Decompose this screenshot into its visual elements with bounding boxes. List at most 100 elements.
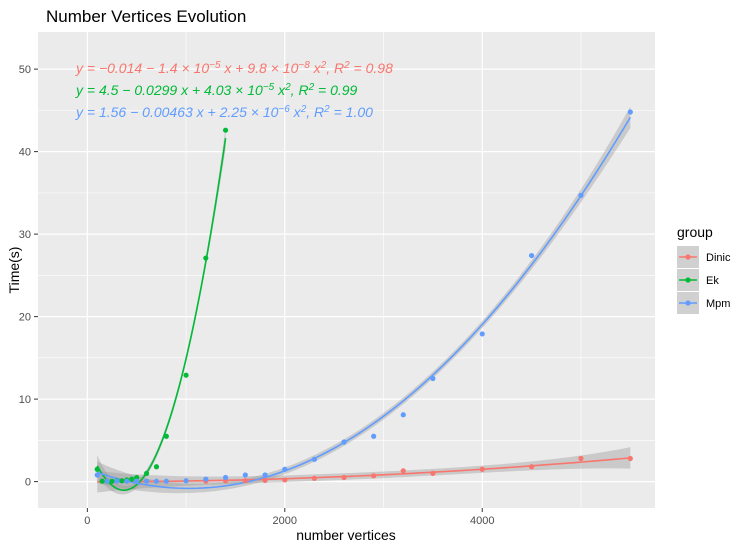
y-axis: 0 10 20 30 40 50 [19,64,38,489]
equation-text: x [310,60,322,76]
y-tick-label: 20 [19,312,31,324]
data-point-ek [222,127,229,133]
legend-point-dinic [685,254,691,260]
legend-label-mpm: Mpm [706,298,730,310]
legend: group Dinic Ek Mpm [677,224,731,314]
equation-text: y = 4.5 − 0.0299 x + 4.03 × 10 [75,82,263,98]
chart-title: Number Vertices Evolution [46,7,246,26]
data-point-dinic [341,474,347,481]
equation-mpm: y = 1.56 − 0.00463 x + 2.25 × 10−6 x2, R… [75,104,373,121]
equation-superscript: 2 [308,82,315,93]
data-point-mpm [163,478,169,484]
legend-point-ek [685,277,691,283]
data-point-ek [99,478,105,484]
plot-panel [38,32,655,508]
equation-superscript: 2 [300,104,307,115]
data-point-ek [143,470,150,476]
data-point-ek [183,372,189,378]
equation-text: x [274,82,286,98]
data-point-dinic [311,475,318,481]
equation-superscript: 2 [320,60,327,71]
data-point-mpm [134,478,140,484]
legend-label-dinic: Dinic [706,252,731,264]
data-point-ek [153,464,160,470]
confidence-ribbon-dinic [97,447,631,493]
equation-superscript: 2 [284,82,291,93]
data-point-ek [94,466,100,472]
x-tick-label: 4000 [470,515,494,527]
data-point-mpm [371,433,377,439]
fit-line-ek [96,138,227,492]
x-tick-label: 2000 [273,515,297,527]
fit-line-mpm [96,116,632,490]
data-point-dinic [479,466,485,472]
x-axis-title: number vertices [296,527,396,543]
y-tick-label: 10 [19,394,31,406]
data-point-dinic [242,478,248,484]
data-point-dinic [529,464,535,470]
data-point-dinic [282,477,288,483]
equation-text: = 0.98 [350,60,393,76]
data-point-ek [129,476,135,482]
data-points [94,109,633,484]
equation-text: , R [291,82,309,98]
legend-title: group [677,224,713,240]
equation-superscript: −8 [298,60,310,71]
data-point-ek [203,255,209,261]
data-point-dinic [262,477,268,483]
data-point-mpm [262,472,268,478]
y-tick-label: 40 [19,147,31,159]
equation-ek: y = 4.5 − 0.0299 x + 4.03 × 10−5 x2, R2 … [75,82,358,99]
x-axis: 0 2000 4000 [84,508,494,527]
y-axis-title: Time(s) [6,247,22,294]
legend-label-ek: Ek [706,275,719,287]
equation-superscript: −5 [209,60,221,71]
equation-text: x [290,104,302,120]
data-point-mpm [627,109,633,115]
data-point-mpm [203,476,209,482]
equation-text: y = −0.014 − 1.4 × 10 [75,60,209,76]
data-point-mpm [479,331,485,337]
data-point-dinic [400,468,406,474]
data-point-mpm [242,472,248,478]
equation-text: , R [306,104,324,120]
data-point-mpm [114,478,120,484]
grid-major [38,32,655,508]
data-point-mpm [578,192,584,198]
data-point-mpm [94,472,100,478]
data-point-mpm [183,478,189,484]
data-point-ek [119,478,125,484]
data-point-mpm [282,466,288,472]
equation-superscript: −5 [263,82,275,93]
y-tick-label: 50 [19,64,31,76]
data-point-ek [134,474,140,481]
y-tick-label: 0 [25,477,31,489]
equation-text: = 1.00 [330,104,373,120]
data-point-mpm [124,478,130,484]
data-point-mpm [529,252,535,259]
equation-superscript: 2 [343,60,350,71]
data-point-dinic [371,473,377,479]
data-point-mpm [311,456,318,462]
data-point-mpm [143,478,150,484]
grid-minor [38,32,655,508]
x-tick-label: 0 [84,515,90,527]
data-point-mpm [153,478,160,484]
data-point-mpm [341,439,347,445]
regression-equations: y = −0.014 − 1.4 × 10−5 x + 9.8 × 10−8 x… [75,60,393,121]
equation-text: = 0.99 [314,82,357,98]
confidence-ribbons [97,106,631,495]
data-point-mpm [400,412,406,418]
data-point-dinic [430,470,436,476]
y-tick-label: 30 [19,229,31,241]
data-point-ek [109,478,115,484]
data-point-mpm [430,375,436,382]
equation-text: x + 9.8 × 10 [221,60,299,76]
data-point-dinic [627,455,633,462]
data-point-mpm [104,478,110,484]
legend-point-mpm [685,300,691,306]
data-point-mpm [222,474,229,481]
equation-dinic: y = −0.014 − 1.4 × 10−5 x + 9.8 × 10−8 x… [75,60,393,77]
legend-items: Dinic Ek Mpm [677,246,731,314]
